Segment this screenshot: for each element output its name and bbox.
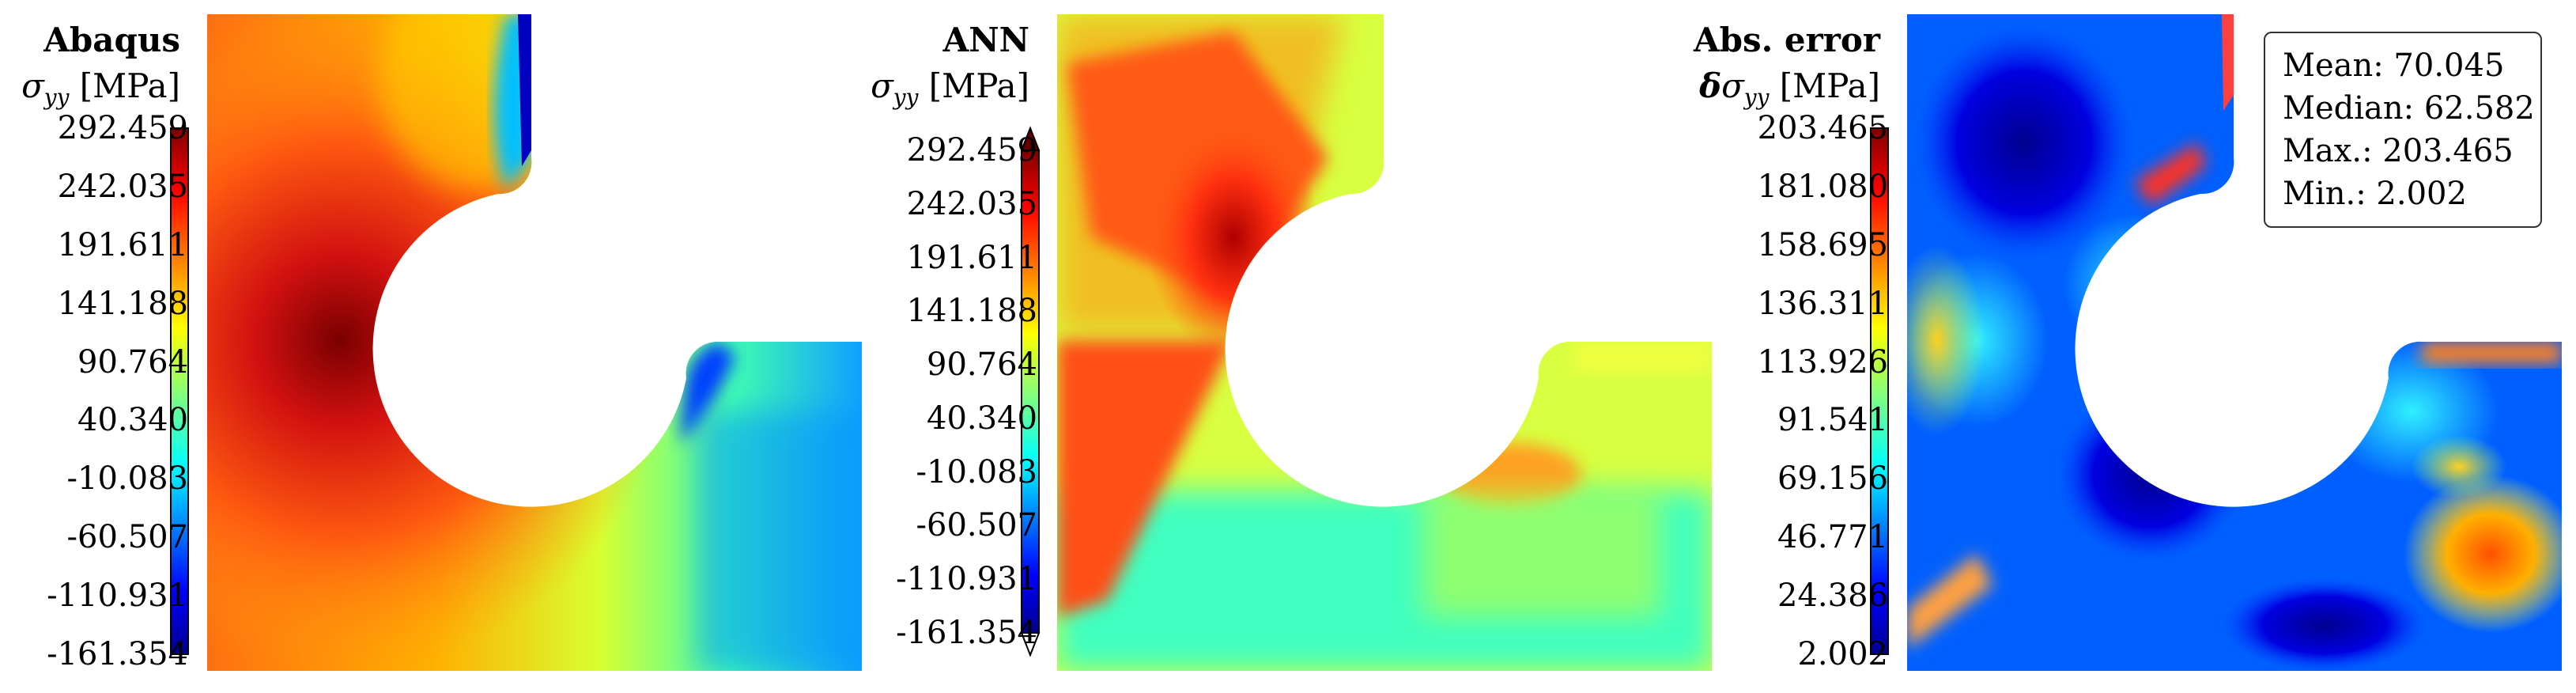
colorbar-tick-label: 40.340 bbox=[927, 400, 1037, 437]
abaqus-quantity-label: σyy [MPa] bbox=[21, 66, 180, 111]
colorbar-tick-label: 136.311 bbox=[1757, 285, 1888, 322]
colorbar-tick-label: -161.354 bbox=[896, 615, 1037, 651]
colorbar-tick-label: 181.080 bbox=[1757, 168, 1888, 205]
colorbar-tick-label: 191.611 bbox=[57, 226, 188, 263]
colorbar-tick-label: -60.507 bbox=[916, 507, 1037, 544]
colorbar-tick-label: -161.354 bbox=[47, 636, 188, 672]
colorbar-tick-label: 158.695 bbox=[1757, 226, 1888, 263]
abaqus-panel-title: Abaqus bbox=[43, 21, 180, 59]
colorbar-tick-label: 113.926 bbox=[1757, 343, 1888, 381]
colorbar-tick-label: 141.188 bbox=[57, 285, 188, 322]
ann-panel-title: ANN bbox=[942, 21, 1029, 59]
colorbar-tick-label: 91.541 bbox=[1777, 402, 1888, 439]
error-statistics-box: Mean: 70.045 Median: 62.582 Max.: 203.46… bbox=[2264, 32, 2542, 228]
error-mean: Mean: 70.045 bbox=[2283, 47, 2505, 84]
colorbar-tick-label: 24.386 bbox=[1777, 578, 1888, 615]
colorbar-tick-label: 2.002 bbox=[1797, 636, 1888, 672]
error-panel-title: Abs. error bbox=[1694, 21, 1880, 59]
colorbar-tick-label: 141.188 bbox=[906, 293, 1037, 330]
colorbar-tick-label: 292.459 bbox=[57, 110, 188, 146]
ann-colorbar-min-arrow bbox=[1020, 632, 1041, 657]
colorbar-tick-label: 46.771 bbox=[1777, 519, 1888, 556]
colorbar-tick-label: 90.764 bbox=[77, 343, 188, 381]
ann-quantity-label: σyy [MPa] bbox=[871, 66, 1029, 111]
error-quantity-label: δσyy [MPa] bbox=[1699, 66, 1880, 111]
ann-colorbar-max-arrow bbox=[1020, 126, 1041, 151]
colorbar-tick-label: 191.611 bbox=[906, 239, 1037, 276]
colorbar-tick-label: 90.764 bbox=[927, 346, 1037, 384]
colorbar-tick-label: 292.459 bbox=[906, 132, 1037, 169]
colorbar-tick-label: -60.507 bbox=[66, 519, 188, 556]
error-median: Median: 62.582 bbox=[2283, 90, 2535, 127]
colorbar-tick-label: 203.465 bbox=[1757, 110, 1888, 146]
error-max: Max.: 203.465 bbox=[2283, 133, 2514, 169]
colorbar-tick-label: -110.931 bbox=[896, 561, 1037, 598]
colorbar-tick-label: 242.035 bbox=[906, 185, 1037, 222]
colorbar-tick-label: -110.931 bbox=[47, 578, 188, 615]
colorbar-tick-label: 40.340 bbox=[77, 402, 188, 439]
abaqus-contour-plot bbox=[207, 14, 862, 671]
colorbar-tick-label: 242.035 bbox=[57, 168, 188, 205]
colorbar-tick-label: -10.083 bbox=[66, 460, 188, 498]
ann-colorbar bbox=[1020, 126, 1041, 657]
colorbar-tick-label: -10.083 bbox=[916, 453, 1037, 490]
colorbar-tick-label: 69.156 bbox=[1777, 460, 1888, 498]
abaqus-colorbar bbox=[170, 127, 189, 655]
error-colorbar bbox=[1870, 127, 1889, 655]
ann-contour-plot bbox=[1057, 14, 1712, 671]
error-min: Min.: 2.002 bbox=[2283, 176, 2467, 212]
